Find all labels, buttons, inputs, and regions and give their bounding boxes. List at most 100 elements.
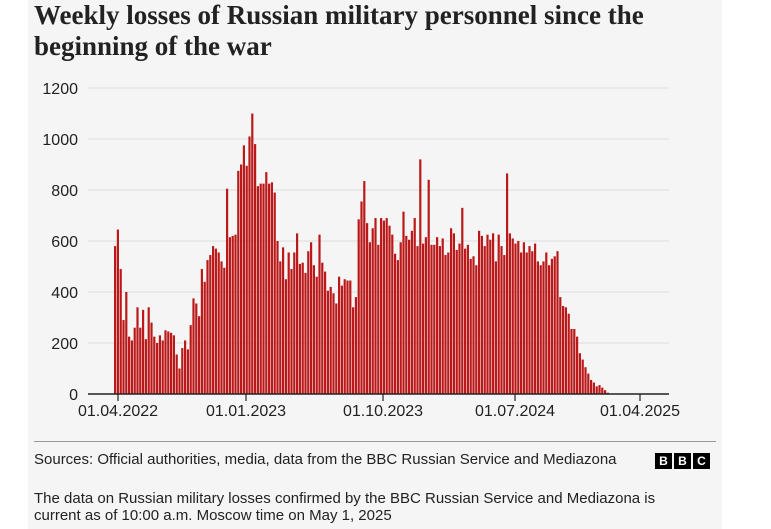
bar [416,246,419,394]
bar [562,306,565,394]
bar [136,307,139,394]
bar [436,237,439,394]
bar [245,165,248,394]
bar [500,246,503,394]
bar [478,230,481,394]
bar [374,218,377,394]
bar [122,320,125,394]
bar [534,243,537,394]
bar [240,164,243,394]
bar [184,340,187,394]
bar [254,144,257,394]
bar [153,336,156,395]
bar [587,373,590,394]
bar-series [114,113,609,395]
bar [178,368,181,394]
bar [578,353,581,394]
y-tick-label: 1200 [42,81,78,98]
bar [335,303,338,394]
bar [133,327,136,394]
bar [385,218,388,394]
bar [598,385,601,394]
chart-title: Weekly losses of Russian military person… [34,0,644,61]
bar [167,331,170,394]
bbc-logo-letter: B [655,453,672,469]
bar [553,256,556,394]
bar [298,263,301,394]
bar [206,260,209,395]
x-tick-label: 01.04.2022 [78,403,158,420]
bar [559,297,562,394]
bar [268,183,271,395]
bar [248,136,251,394]
bar [326,290,329,394]
bar [483,246,486,394]
bar [172,335,175,394]
bar [262,183,265,395]
bar-chart: 0 200 400 600 800 1000 1200 01.04.2022 01.01.20… [42,81,680,420]
bar [116,229,119,394]
bar [259,183,262,395]
bar [284,279,287,394]
bar [349,280,352,394]
bar [276,241,279,394]
x-tick-label: 01.10.2023 [343,403,423,420]
bar [539,265,542,394]
y-tick-label: 1000 [42,132,78,149]
bar [497,234,500,395]
bar [217,252,220,394]
y-axis-tick-labels: 0 200 400 600 800 1000 1200 [42,81,78,404]
bar [321,262,324,394]
bar [324,271,327,394]
bar [310,242,313,394]
bar [147,307,150,394]
bar [228,237,231,394]
bar [584,367,587,394]
bar [198,316,201,394]
bar [189,325,192,394]
bar [315,276,318,394]
bar [296,233,299,394]
bar [214,248,217,394]
bar [480,235,483,394]
bar [119,269,122,394]
bar [592,382,595,394]
bar [604,390,607,394]
bar [595,386,598,394]
y-tick-label: 800 [51,183,78,200]
bar [150,322,153,394]
bar [382,220,385,394]
x-tick-label: 01.07.2024 [475,403,555,420]
bar [464,248,467,394]
bar [556,251,559,394]
bar [475,265,478,394]
bar [352,307,355,394]
bar [581,359,584,394]
bar [161,340,164,394]
bar [430,244,433,394]
bar [466,244,469,394]
bar [360,201,363,394]
bar [343,279,346,394]
bar [455,249,458,394]
bar [293,252,296,394]
bar [144,339,147,394]
bbc-logo: B B C [655,453,710,469]
bar [279,261,282,394]
bar [461,207,464,394]
bar [270,182,273,394]
bar [287,252,290,394]
bar [447,252,450,394]
bar [332,293,335,394]
bar [251,113,254,394]
bar [142,309,145,394]
bar [209,255,212,394]
bar [514,243,517,394]
bar [542,261,545,394]
bar [601,387,604,395]
bar [125,292,128,394]
bar [528,246,531,394]
bar [458,243,461,394]
bar [128,336,131,395]
y-tick-label: 400 [51,285,78,302]
